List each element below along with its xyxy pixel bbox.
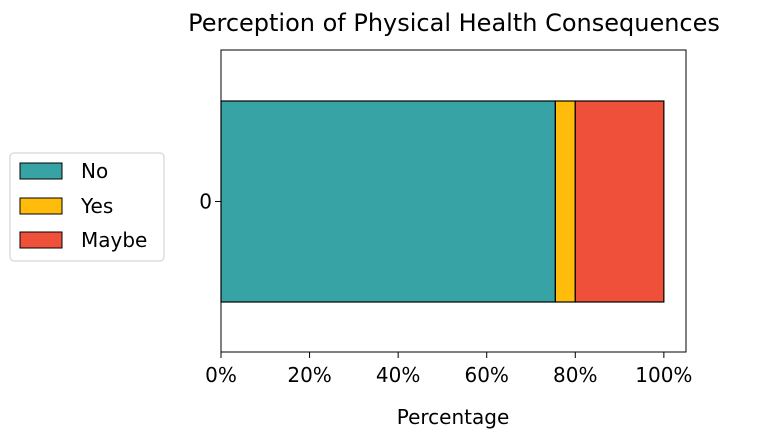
x-tick-label: 0% — [205, 363, 237, 387]
x-tick-label: 80% — [553, 363, 597, 387]
legend-label-maybe: Maybe — [81, 228, 147, 252]
bars-layer — [220, 100, 665, 303]
legend-swatch-no — [19, 162, 63, 180]
legend-swatch-yes — [19, 197, 63, 215]
y-axis: 0 — [199, 190, 221, 214]
legend: No Yes Maybe — [9, 152, 165, 262]
bar-maybe — [574, 100, 665, 303]
legend-label-yes: Yes — [80, 194, 113, 218]
x-axis-label: Percentage — [397, 405, 510, 429]
x-tick-label: 40% — [376, 363, 420, 387]
y-tick-label: 0 — [199, 190, 212, 214]
x-axis: 0% 20% 40% 60% 80% 100% — [205, 352, 692, 387]
x-tick-label: 60% — [464, 363, 508, 387]
legend-label-no: No — [81, 159, 108, 183]
chart-title: Perception of Physical Health Consequenc… — [188, 9, 720, 37]
x-tick-label: 100% — [635, 363, 692, 387]
bar-no — [220, 100, 556, 303]
bar-yes — [554, 100, 576, 303]
legend-swatch-maybe — [19, 231, 63, 249]
legend-items: No Yes Maybe — [19, 159, 147, 252]
x-tick-label: 20% — [287, 363, 331, 387]
